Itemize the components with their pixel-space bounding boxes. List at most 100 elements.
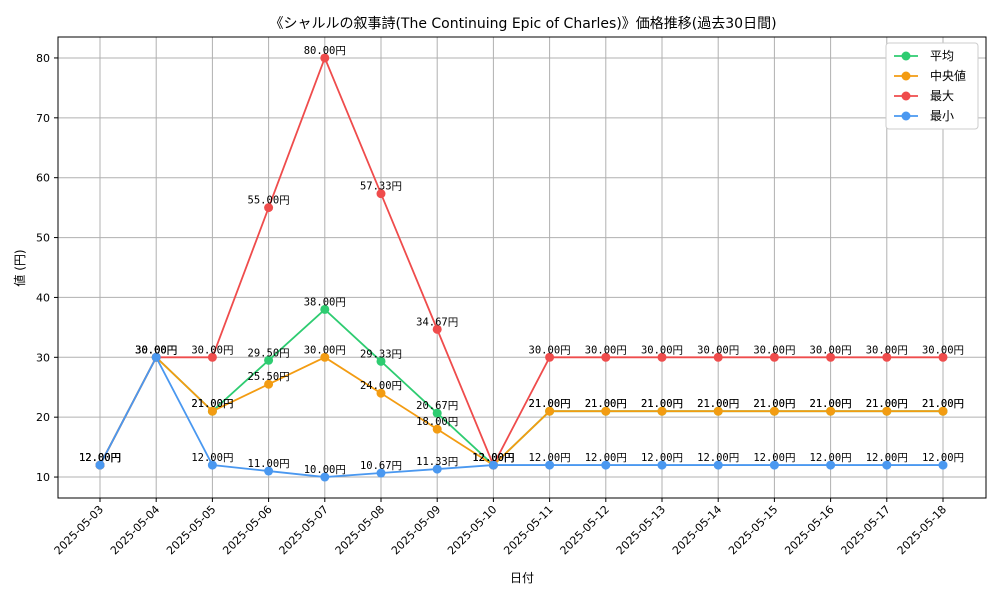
data-point xyxy=(207,352,217,362)
data-label: 12.00円 xyxy=(79,452,121,464)
x-tick-label: 2025-05-04 xyxy=(108,503,162,557)
data-label: 10.67円 xyxy=(360,460,402,472)
x-tick-label: 2025-05-06 xyxy=(220,503,274,557)
data-label: 21.00円 xyxy=(697,398,739,410)
plot-area-frame xyxy=(57,36,987,499)
data-label: 21.00円 xyxy=(810,398,852,410)
data-point xyxy=(207,406,217,416)
data-label: 30.00円 xyxy=(191,344,233,356)
grid xyxy=(58,37,986,498)
data-label: 12.00円 xyxy=(866,452,908,464)
data-point xyxy=(769,460,779,470)
x-tick-label: 2025-05-15 xyxy=(726,503,780,557)
data-label: 12.00円 xyxy=(641,452,683,464)
data-label: 21.00円 xyxy=(866,398,908,410)
data-label: 24.00円 xyxy=(360,380,402,392)
chart-title: 《シャルルの叙事詩(The Continuing Epic of Charles… xyxy=(269,15,776,32)
data-label: 12.00円 xyxy=(753,452,795,464)
x-tick-label: 2025-05-10 xyxy=(445,503,499,557)
data-label: 12.00円 xyxy=(810,452,852,464)
data-label: 55.00円 xyxy=(248,195,290,207)
data-point xyxy=(545,460,555,470)
data-point xyxy=(264,379,274,389)
data-label: 29.50円 xyxy=(248,347,290,359)
data-label: 12.00円 xyxy=(922,452,964,464)
data-point xyxy=(826,460,836,470)
legend-label: 平均 xyxy=(930,49,954,63)
data-point xyxy=(938,352,948,362)
data-label: 12.00円 xyxy=(79,452,121,464)
x-axis: 2025-05-03 2025-05-04 2025-05-05 2025-05-06… xyxy=(52,498,949,557)
data-point xyxy=(601,460,611,470)
data-point xyxy=(264,466,274,476)
data-label: 12.00円 xyxy=(472,452,514,464)
data-label: 30.00円 xyxy=(753,344,795,356)
data-label: 11.33円 xyxy=(416,456,458,468)
data-label: 21.00円 xyxy=(191,398,233,410)
legend-frame xyxy=(885,42,979,130)
data-point xyxy=(376,468,386,478)
y-axis: 10 20 30 40 50 60 70 80 xyxy=(36,52,58,484)
data-point xyxy=(826,406,836,416)
data-label: 18.00円 xyxy=(416,416,458,428)
x-tick-label: 2025-05-08 xyxy=(333,503,387,557)
data-point xyxy=(376,356,386,366)
data-point xyxy=(657,460,667,470)
series-layer xyxy=(95,53,948,482)
data-label: 30.00円 xyxy=(697,344,739,356)
data-point xyxy=(769,406,779,416)
x-tick-label: 2025-05-11 xyxy=(501,503,555,557)
legend-label: 中央値 xyxy=(930,68,966,83)
x-tick-label: 2025-05-05 xyxy=(164,503,218,557)
data-label: 12.00円 xyxy=(529,452,571,464)
data-label: 21.00円 xyxy=(866,398,908,410)
y-tick-label: 70 xyxy=(36,112,50,125)
data-point xyxy=(545,352,555,362)
y-tick-label: 30 xyxy=(36,351,50,364)
data-point xyxy=(320,304,330,314)
series-line xyxy=(99,355,943,478)
data-label: 30.00円 xyxy=(135,344,177,356)
data-point xyxy=(432,324,442,334)
y-tick-label: 10 xyxy=(36,471,50,484)
data-label: 30.00円 xyxy=(810,344,852,356)
legend-swatch-marker xyxy=(901,111,911,121)
data-label: 20.67円 xyxy=(416,400,458,412)
data-point xyxy=(320,352,330,362)
y-axis-title: 値 (円) xyxy=(12,249,27,286)
data-point xyxy=(657,352,667,362)
data-point xyxy=(320,53,330,63)
data-label: 12.00円 xyxy=(79,452,121,464)
data-point xyxy=(938,406,948,416)
data-label: 30.00円 xyxy=(529,344,571,356)
data-point xyxy=(713,406,723,416)
data-label: 21.00円 xyxy=(753,398,795,410)
x-tick-label: 2025-05-03 xyxy=(52,503,106,557)
x-tick-label: 2025-05-09 xyxy=(389,503,443,557)
data-point xyxy=(882,406,892,416)
series-2 xyxy=(95,53,948,470)
data-label: 30.00円 xyxy=(135,344,177,356)
data-point xyxy=(938,460,948,470)
data-label: 12.00円 xyxy=(585,452,627,464)
data-point xyxy=(488,460,498,470)
data-label: 21.00円 xyxy=(641,398,683,410)
data-label: 21.00円 xyxy=(585,398,627,410)
data-label: 30.00円 xyxy=(922,344,964,356)
data-label: 30.00円 xyxy=(135,344,177,356)
series-3 xyxy=(95,352,948,482)
x-tick-label: 2025-05-12 xyxy=(558,503,612,557)
legend-swatch-marker xyxy=(901,71,911,81)
x-tick-label: 2025-05-17 xyxy=(839,503,893,557)
data-point xyxy=(601,406,611,416)
data-label: 21.00円 xyxy=(922,398,964,410)
data-label: 21.00円 xyxy=(641,398,683,410)
y-tick-label: 20 xyxy=(36,411,50,424)
y-tick-label: 60 xyxy=(36,172,50,185)
data-label: 21.00円 xyxy=(191,398,233,410)
data-label: 34.67円 xyxy=(416,316,458,328)
x-tick-label: 2025-05-14 xyxy=(670,503,724,557)
data-point xyxy=(432,464,442,474)
data-label: 12.00円 xyxy=(697,452,739,464)
